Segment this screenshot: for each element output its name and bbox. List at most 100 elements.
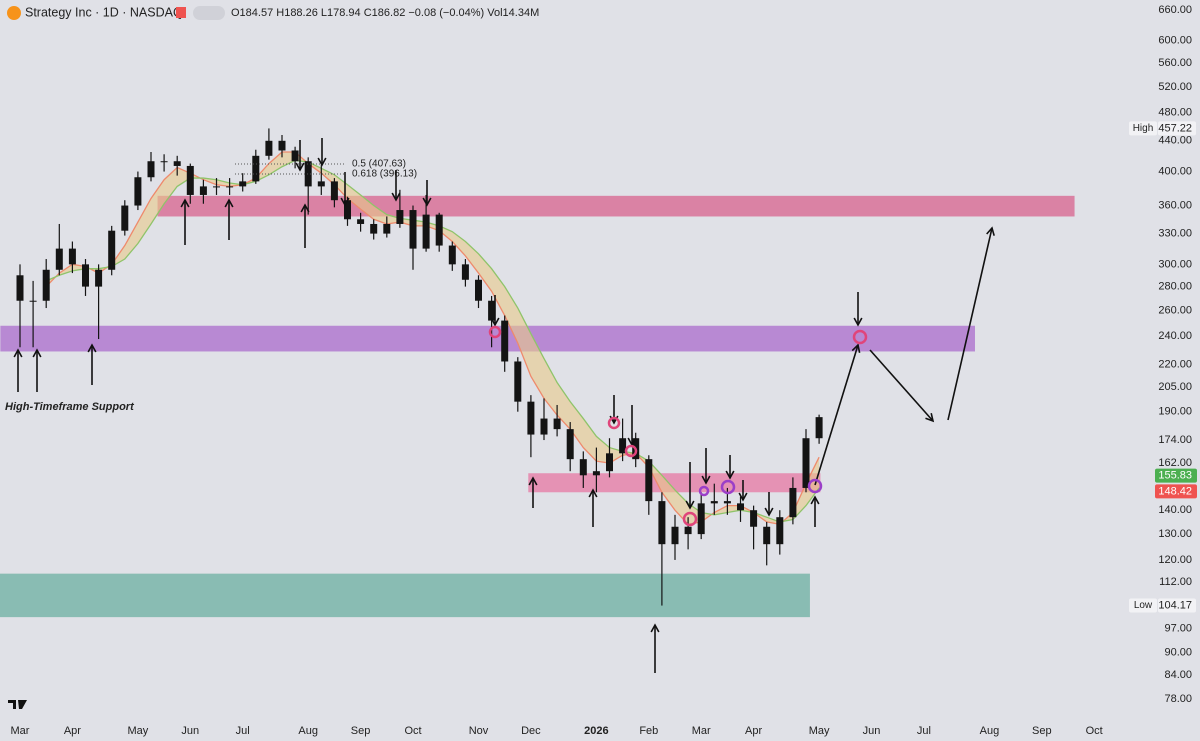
arrow-head bbox=[490, 317, 500, 327]
y-tick-label: 260.00 bbox=[1158, 304, 1192, 316]
y-tick-label: 600.00 bbox=[1158, 35, 1192, 47]
candle-body bbox=[776, 517, 784, 545]
ohlc: O184.57 H188.26 L178.94 C186.82 −0.08 (−… bbox=[231, 7, 539, 19]
candle-body bbox=[566, 429, 574, 460]
candles bbox=[16, 128, 823, 606]
x-tick-label: Mar bbox=[11, 725, 30, 737]
x-tick-label: Aug bbox=[298, 725, 318, 737]
arrow-head bbox=[764, 507, 774, 517]
y-tick-label: 220.00 bbox=[1158, 358, 1192, 370]
candle-body bbox=[697, 503, 705, 535]
candle-body bbox=[684, 526, 692, 535]
arrow-head bbox=[701, 475, 711, 485]
candle-body bbox=[213, 186, 220, 188]
candle-body bbox=[422, 214, 430, 249]
extreme-tag-box bbox=[1129, 598, 1157, 613]
x-tick-label: Jun bbox=[181, 725, 199, 737]
circle bbox=[698, 485, 710, 497]
candle-body bbox=[802, 438, 810, 488]
fib-label: 0.618 (396.13) bbox=[352, 169, 417, 180]
x-tick-label: Mar bbox=[692, 725, 711, 737]
circle bbox=[807, 478, 823, 494]
candle-body bbox=[723, 501, 731, 504]
candle-body bbox=[370, 223, 378, 234]
extreme-tag-name: Low bbox=[1134, 600, 1153, 611]
candle-body bbox=[226, 186, 234, 188]
y-axis: 660.00 600.00 560.00 520.00 480.00 440.00 400.… bbox=[1129, 4, 1197, 705]
extreme-tag-value: 104.17 bbox=[1158, 599, 1192, 611]
logo bbox=[7, 6, 21, 20]
candle-body bbox=[710, 501, 718, 504]
x-tick-label: Jun bbox=[863, 725, 881, 737]
candle-body bbox=[82, 264, 89, 287]
candle-body bbox=[488, 300, 496, 321]
candle-body bbox=[173, 161, 181, 166]
y-tick-label: 440.00 bbox=[1158, 135, 1192, 147]
candle-body bbox=[199, 186, 207, 195]
x-tick-label: Nov bbox=[469, 725, 489, 737]
y-tick-label: 520.00 bbox=[1158, 81, 1192, 93]
candle-body bbox=[344, 200, 351, 220]
y-tick-label: 300.00 bbox=[1158, 258, 1192, 270]
x-tick-label: 2026 bbox=[584, 725, 608, 737]
arrows bbox=[13, 138, 995, 673]
arrow-head bbox=[685, 500, 695, 510]
candle-body bbox=[239, 181, 247, 187]
circle bbox=[488, 325, 502, 339]
candle-body bbox=[291, 150, 299, 162]
y-tick-label: 190.00 bbox=[1158, 406, 1192, 418]
y-tick-label: 162.00 bbox=[1158, 457, 1192, 469]
y-tick-label: 480.00 bbox=[1158, 107, 1192, 119]
price-tag bbox=[1155, 484, 1197, 499]
arrow-head bbox=[32, 348, 42, 358]
candle-body bbox=[448, 245, 456, 265]
candle-body bbox=[409, 210, 417, 249]
arrow-head bbox=[300, 203, 310, 213]
y-tick-label: 560.00 bbox=[1158, 57, 1192, 69]
y-tick-label: 660.00 bbox=[1158, 4, 1192, 16]
candle-body bbox=[553, 418, 561, 430]
arrow-head bbox=[810, 495, 820, 505]
y-tick-label: 90.00 bbox=[1164, 647, 1192, 659]
y-tick-label: 280.00 bbox=[1158, 281, 1192, 293]
tv-logo bbox=[8, 700, 27, 709]
candle-body bbox=[121, 205, 129, 231]
x-tick-label: Aug bbox=[980, 725, 1000, 737]
arrow-head bbox=[224, 198, 234, 208]
arrow-head bbox=[391, 192, 401, 202]
arrow-head bbox=[13, 348, 23, 358]
candle-body bbox=[68, 248, 76, 265]
circle bbox=[720, 479, 736, 495]
x-tick-label: Oct bbox=[404, 725, 421, 737]
candle-body bbox=[357, 219, 365, 224]
candle-body bbox=[252, 155, 260, 182]
extreme-tag-name: High bbox=[1133, 123, 1154, 134]
arrow-head bbox=[725, 470, 735, 480]
x-tick-label: Jul bbox=[236, 725, 250, 737]
extreme-tag-box bbox=[1158, 121, 1196, 136]
candle-body bbox=[383, 223, 391, 234]
ribbon-fill bbox=[46, 151, 820, 525]
circle bbox=[852, 329, 868, 345]
x-tick-label: Dec bbox=[521, 725, 541, 737]
arrow-head bbox=[87, 343, 97, 353]
y-tick-label: 112.00 bbox=[1159, 576, 1192, 588]
price-tag-label: 148.42 bbox=[1158, 485, 1192, 497]
candle-body bbox=[435, 214, 443, 246]
zone bbox=[528, 473, 821, 493]
zone bbox=[0, 325, 975, 352]
arrow-head bbox=[295, 162, 305, 172]
candle-body bbox=[160, 161, 168, 163]
candle-body bbox=[763, 526, 771, 545]
arrow-head bbox=[851, 343, 861, 353]
candle-body bbox=[592, 471, 600, 476]
x-tick-label: Feb bbox=[639, 725, 658, 737]
arrow bbox=[869, 349, 934, 422]
zone bbox=[157, 195, 1075, 217]
x-tick-label: May bbox=[128, 725, 149, 737]
arrow bbox=[814, 344, 859, 486]
candle-body bbox=[737, 503, 744, 511]
extreme-tag-value: 457.22 bbox=[1158, 122, 1192, 134]
circles bbox=[488, 325, 868, 527]
candle-body bbox=[671, 526, 679, 545]
